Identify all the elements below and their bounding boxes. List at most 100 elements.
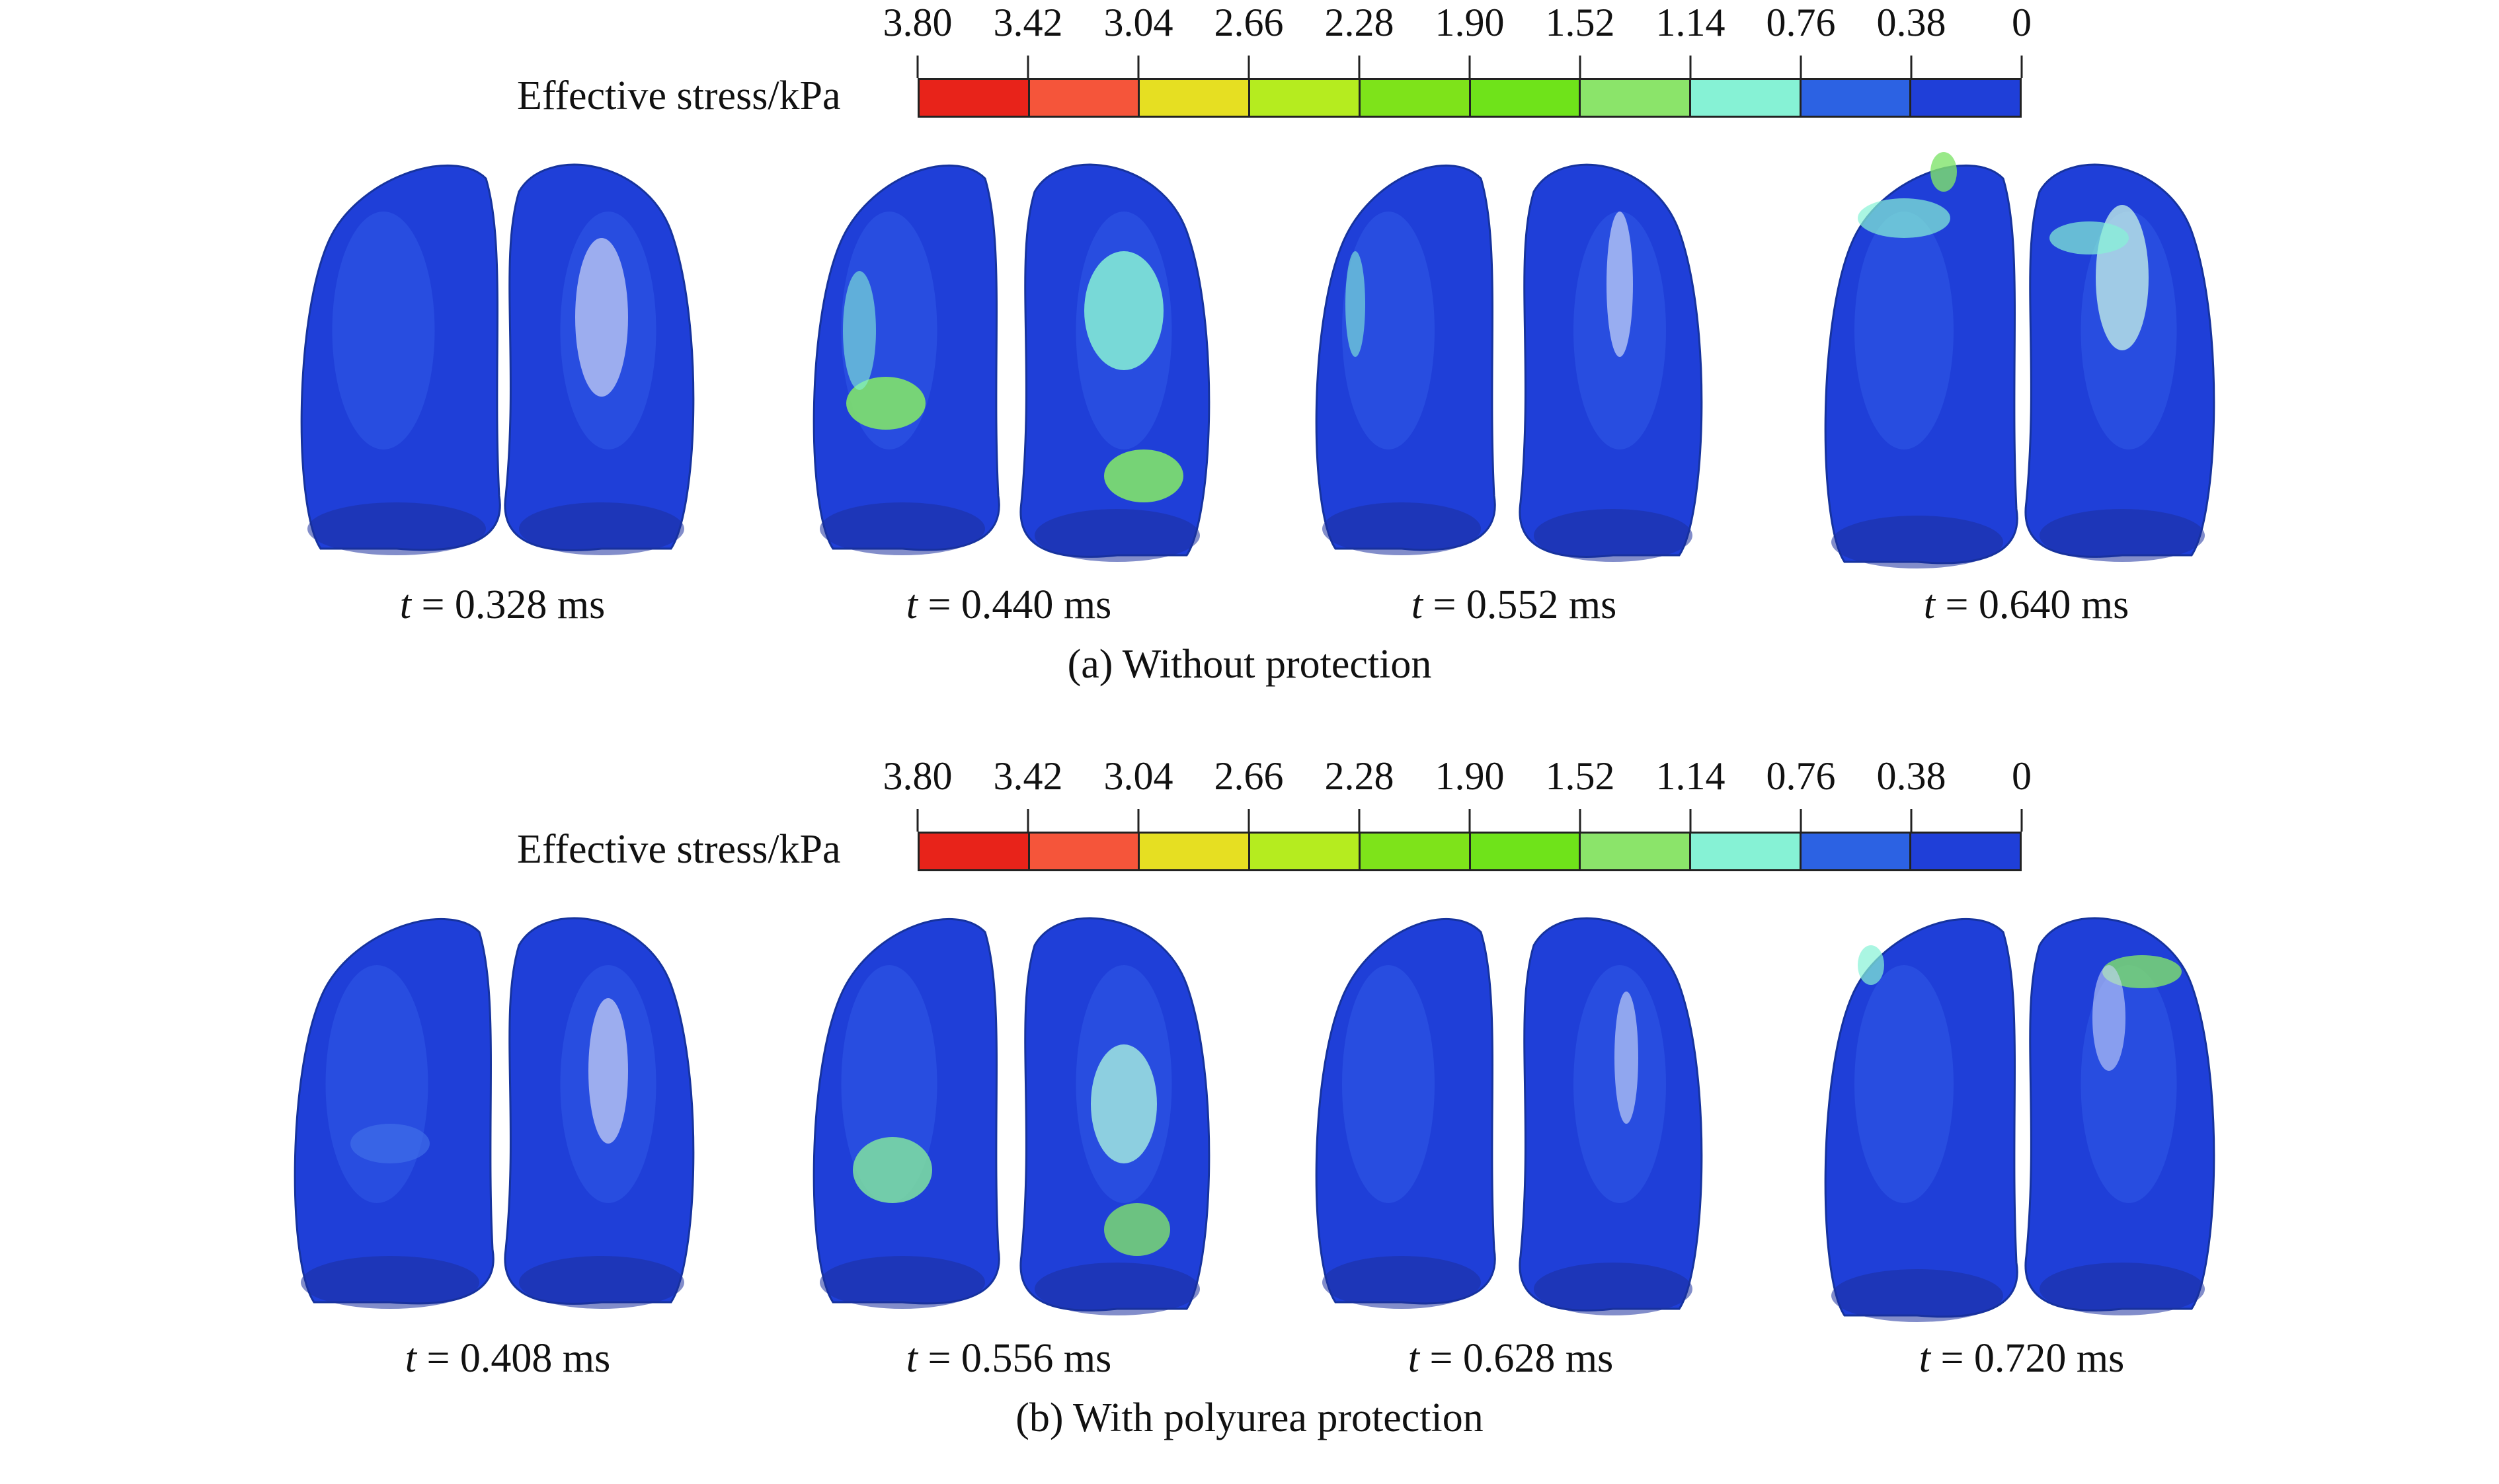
panel-without-protection: 3.80 3.42 3.04 2.66 2.28 1.90 1.52 1.14 0.76 0.38…	[0, 0, 2499, 730]
colorbar-ticks: 3.80 3.42 3.04 2.66 2.28 1.90 1.52 1.14 0.76 0.38…	[883, 0, 2032, 78]
lung-model	[504, 917, 695, 1309]
colorbar-tick	[1800, 809, 1802, 832]
stress-region	[1614, 992, 1638, 1124]
colorbar-tick	[1248, 809, 1250, 832]
colorbar-segment	[1911, 834, 2020, 869]
stress-region	[519, 1256, 684, 1309]
lung-models	[294, 917, 2215, 1322]
colorbar-segment	[1690, 834, 1802, 869]
stress-region	[1035, 509, 1200, 562]
colorbar-label: Effective stress/kPa	[517, 827, 841, 872]
stress-region	[1606, 212, 1633, 357]
colorbar-segment	[920, 834, 1030, 869]
stress-region	[820, 502, 985, 555]
colorbar-tick-label: 0.76	[1766, 754, 1836, 798]
colorbar-tick	[1800, 56, 1802, 78]
time-label: t = 0.552 ms	[1411, 582, 1617, 627]
colorbar-segment	[1250, 834, 1361, 869]
colorbar-tick	[2020, 809, 2023, 832]
lung-model	[1824, 152, 2018, 568]
colorbar-tick-label: 2.66	[1214, 754, 1284, 798]
colorbar-tick	[1910, 809, 1913, 832]
colorbar-tick	[1579, 809, 1581, 832]
stress-region	[1104, 1203, 1170, 1256]
colorbar-tick-label: 3.42	[993, 754, 1063, 798]
stress-region	[1831, 516, 2003, 568]
colorbar-segment	[1140, 80, 1251, 116]
lung-model	[1824, 918, 2018, 1322]
time-label: t = 0.640 ms	[1923, 582, 2129, 627]
stress-region	[1084, 251, 1164, 370]
lung-model	[813, 918, 1000, 1309]
colorbar-segment	[1690, 80, 1802, 116]
stress-region	[1345, 251, 1365, 357]
stress-region	[519, 502, 684, 555]
colorbar-segment	[1360, 834, 1471, 869]
stress-region	[1342, 965, 1435, 1203]
lung-model	[1019, 917, 1210, 1315]
colorbar-tick-label: 1.14	[1655, 1, 1726, 44]
stress-region	[307, 502, 486, 555]
colorbar-tick-label: 0	[2012, 754, 2032, 798]
colorbar-tick-label: 2.28	[1324, 1, 1394, 44]
stress-region	[1534, 1263, 1692, 1315]
lung-model	[504, 163, 695, 555]
colorbar-tick	[1468, 56, 1471, 78]
stress-region	[350, 1124, 430, 1163]
colorbar-segment	[1029, 80, 1140, 116]
colorbar-tick-label: 0.76	[1766, 1, 1836, 44]
stress-region	[1322, 1256, 1481, 1309]
lung-model	[1315, 918, 1496, 1309]
stress-region	[846, 377, 926, 430]
colorbar-label: Effective stress/kPa	[517, 73, 841, 118]
colorbar-tick-label: 1.52	[1545, 754, 1615, 798]
colorbar-tick-label: 3.80	[883, 1, 953, 44]
stress-region	[1854, 965, 1954, 1203]
lung-model	[2024, 163, 2215, 562]
colorbar-tick	[1027, 809, 1029, 832]
stress-region	[1104, 449, 1183, 502]
colorbar-tick	[1910, 56, 1913, 78]
stress-region	[1831, 1269, 2003, 1322]
colorbar	[918, 832, 2022, 871]
stress-region	[1091, 1044, 1157, 1163]
colorbar-tick-label: 0.38	[1876, 754, 1946, 798]
colorbar-tick-label: 1.52	[1545, 1, 1615, 44]
stress-region	[301, 1256, 479, 1309]
stress-region	[843, 271, 876, 390]
colorbar-segment	[1140, 834, 1251, 869]
colorbar-segment	[1581, 80, 1691, 116]
stress-region	[1858, 198, 1950, 238]
time-label: t = 0.628 ms	[1408, 1336, 1614, 1381]
lung-model	[1315, 164, 1496, 555]
colorbar-ticks: 3.80 3.42 3.04 2.66 2.28 1.90 1.52 1.14 0.76 0.38…	[883, 754, 2032, 832]
colorbar-segment	[1470, 834, 1581, 869]
panel-caption: (b) With polyurea protection	[1015, 1395, 1484, 1440]
stress-region	[1035, 1263, 1200, 1315]
lung-model	[300, 164, 501, 555]
panel-caption: (a) Without protection	[1067, 642, 1432, 687]
stress-region	[1858, 945, 1884, 985]
panel-with-polyurea-protection: 3.80 3.42 3.04 2.66 2.28 1.90 1.52 1.14 0.76 0.38…	[0, 754, 2499, 1484]
stress-region	[2092, 965, 2125, 1071]
stress-region	[2049, 221, 2129, 254]
stress-region	[1534, 509, 1692, 562]
stress-region	[1854, 212, 1954, 449]
stress-region	[325, 965, 428, 1203]
stress-region	[1322, 502, 1481, 555]
colorbar-segment	[1801, 80, 1912, 116]
stress-region	[820, 1256, 985, 1309]
lung-model	[1019, 163, 1210, 562]
colorbar-tick	[1689, 56, 1692, 78]
time-label: t = 0.440 ms	[906, 582, 1112, 627]
lung-model	[813, 164, 1000, 555]
colorbar-segment	[1470, 80, 1581, 116]
colorbar-tick-label: 1.90	[1435, 754, 1505, 798]
stress-region	[853, 1137, 932, 1203]
stress-region	[332, 212, 435, 449]
time-label: t = 0.328 ms	[399, 582, 606, 627]
lung-model	[1519, 917, 1703, 1315]
lung-model	[2024, 917, 2215, 1315]
colorbar-tick	[1358, 56, 1361, 78]
colorbar	[918, 78, 2022, 118]
